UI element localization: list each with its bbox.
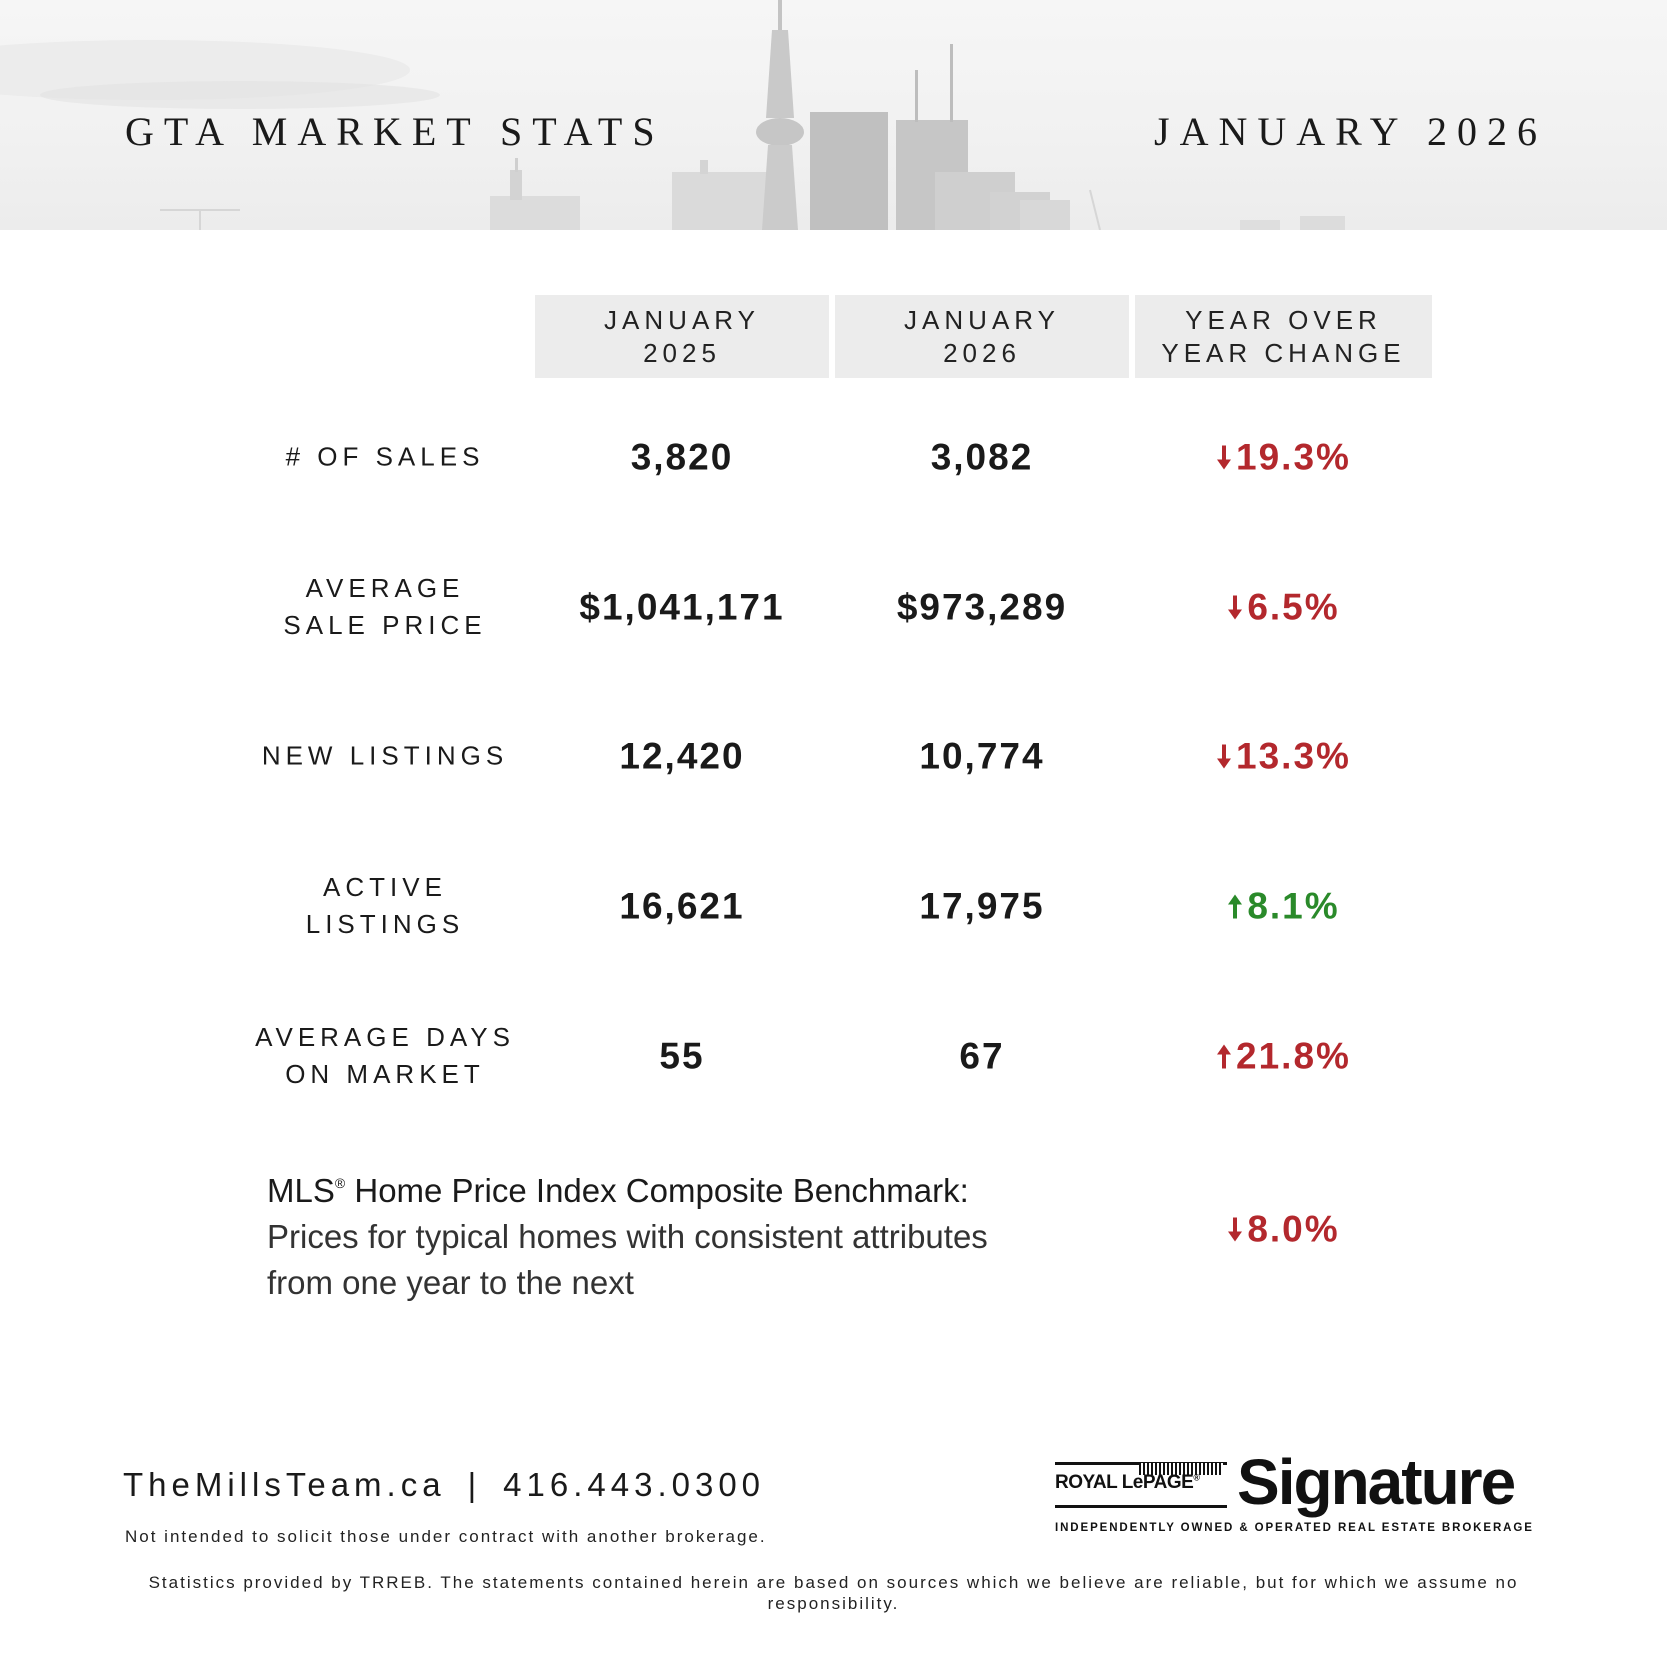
sales-change: 19.3% [1135, 439, 1432, 476]
hpi-change: 8.0% [1135, 1211, 1432, 1248]
row-label-line: LISTINGS [305, 909, 465, 939]
column-header-line: YEAR CHANGE [1161, 337, 1406, 368]
column-header-jan-2026: JANUARY 2026 [835, 295, 1129, 378]
days-on-market-change: 21.8% [1135, 1038, 1432, 1075]
hpi-description-line: Prices for typical homes with consistent… [267, 1218, 988, 1255]
avg-price-jan-2025: $1,041,171 [579, 586, 785, 628]
row-label-new-listings: NEW LISTINGS [235, 738, 535, 775]
active-listings-jan-2025: 16,621 [619, 885, 745, 927]
change-value: 19.3% [1236, 436, 1351, 478]
change-value: 21.8% [1236, 1035, 1351, 1077]
change-value: 13.3% [1236, 735, 1351, 777]
arrow-up-icon [1228, 894, 1243, 918]
arrow-up-icon [1217, 1044, 1232, 1068]
report-title: GTA MARKET STATS [125, 109, 665, 154]
row-label-line: SALE PRICE [283, 610, 487, 640]
row-label-line: # OF SALES [285, 441, 485, 472]
hpi-description-line: from one year to the next [267, 1264, 634, 1301]
column-header-line: JANUARY [904, 304, 1060, 335]
contact-separator: | [467, 1466, 482, 1503]
arrow-down-icon [1217, 744, 1232, 768]
contact-info: TheMillsTeam.ca | 416.443.0300 [123, 1468, 765, 1501]
change-value: 8.1% [1247, 885, 1340, 927]
avg-price-jan-2026: $973,289 [896, 586, 1068, 628]
column-header-jan-2025: JANUARY 2025 [535, 295, 829, 378]
phone-number[interactable]: 416.443.0300 [503, 1466, 766, 1503]
hpi-title-suffix: Home Price Index Composite Benchmark: [345, 1172, 969, 1209]
arrow-down-icon [1228, 595, 1243, 619]
row-label-average-days-on-market: AVERAGE DAYS ON MARKET [235, 1019, 535, 1093]
days-on-market-jan-2025: 55 [659, 1035, 705, 1077]
avg-price-change: 6.5% [1135, 589, 1432, 626]
arrow-down-icon [1228, 1217, 1243, 1241]
row-label-active-listings: ACTIVE LISTINGS [235, 869, 535, 943]
registered-mark: ® [1193, 1472, 1200, 1483]
hpi-benchmark-description: MLS® Home Price Index Composite Benchmar… [267, 1160, 1127, 1306]
royal-lepage-signature-logo: ROYAL LePAGE® Signature INDEPENDENTLY OW… [1055, 1450, 1545, 1548]
statistics-disclaimer: Statistics provided by TRREB. The statem… [148, 1573, 1519, 1613]
column-header-line: JANUARY [604, 304, 760, 335]
new-listings-jan-2026: 10,774 [919, 735, 1045, 777]
new-listings-change: 13.3% [1135, 738, 1432, 775]
arrow-down-icon [1217, 445, 1232, 469]
days-on-market-jan-2026: 67 [959, 1035, 1005, 1077]
row-label-line: AVERAGE [305, 573, 465, 603]
row-label-line: AVERAGE DAYS [255, 1022, 515, 1052]
row-label-average-sale-price: AVERAGE SALE PRICE [235, 570, 535, 644]
row-label-line: NEW LISTINGS [261, 740, 509, 771]
logo-bars-icon [1139, 1463, 1223, 1475]
report-period: JANUARY 2026 [1154, 109, 1547, 154]
registered-mark: ® [334, 1175, 346, 1191]
sales-jan-2025: 3,820 [630, 436, 734, 478]
toronto-skyline-image [0, 0, 1345, 230]
change-value: 6.5% [1247, 586, 1340, 628]
brokerage-tagline: INDEPENDENTLY OWNED & OPERATED REAL ESTA… [1055, 1522, 1534, 1534]
website-link[interactable]: TheMillsTeam.ca [123, 1466, 446, 1503]
royal-lepage-text: ROYAL LePAGE [1055, 1472, 1194, 1493]
column-header-line: 2026 [943, 337, 1021, 368]
row-label-line: ACTIVE [323, 872, 447, 902]
active-listings-change: 8.1% [1135, 888, 1432, 925]
column-header-yoy-change: YEAR OVER YEAR CHANGE [1135, 295, 1432, 378]
new-listings-jan-2025: 12,420 [619, 735, 745, 777]
column-header-line: YEAR OVER [1185, 304, 1382, 335]
sales-jan-2026: 3,082 [930, 436, 1034, 478]
hpi-title: MLS® Home Price Index Composite Benchmar… [267, 1160, 1127, 1214]
active-listings-jan-2026: 17,975 [919, 885, 1045, 927]
row-label-sales: # OF SALES [235, 439, 535, 476]
header-banner: GTA MARKET STATS JANUARY 2026 [0, 0, 1667, 230]
hpi-title-prefix: MLS [267, 1172, 335, 1209]
row-label-line: ON MARKET [285, 1059, 485, 1089]
brokerage-disclaimer: Not intended to solicit those under cont… [125, 1527, 767, 1546]
royal-lepage-wordmark: ROYAL LePAGE® [1055, 1472, 1200, 1493]
signature-wordmark: Signature [1237, 1446, 1516, 1518]
change-value: 8.0% [1247, 1208, 1340, 1250]
column-header-line: 2025 [643, 337, 721, 368]
